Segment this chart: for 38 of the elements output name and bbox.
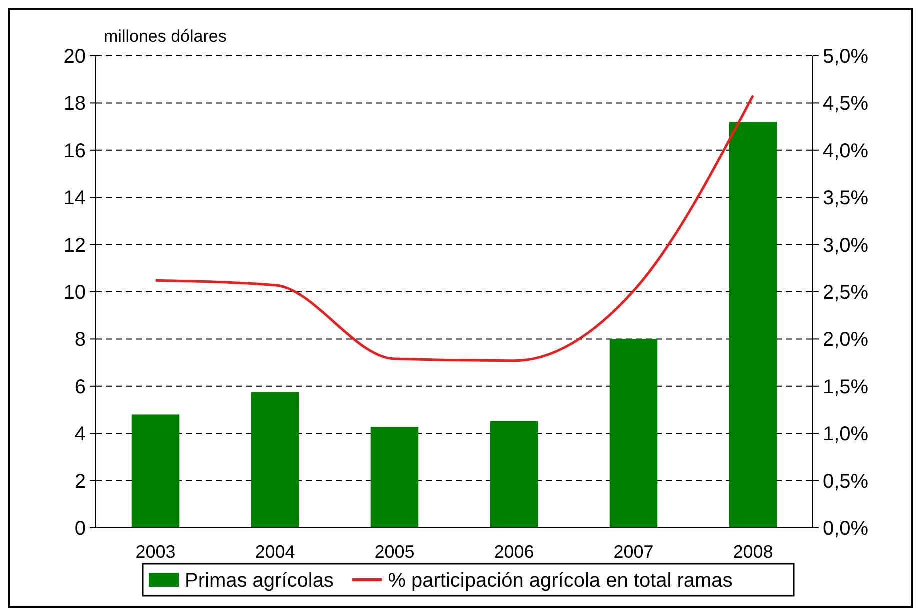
- bar: [729, 122, 778, 528]
- y2-tick-label: 2,0%: [823, 329, 869, 352]
- y-tick-label: 4: [74, 424, 86, 446]
- y-tick-label: 8: [74, 329, 86, 352]
- y2-tick-label: 2,5%: [823, 282, 869, 304]
- x-tick-label: 2008: [733, 542, 774, 562]
- y2-tick-label: 4,5%: [823, 93, 869, 116]
- bar: [370, 427, 419, 528]
- line-series: [154, 94, 754, 362]
- y2-tick-label: 1,5%: [823, 376, 869, 398]
- x-tick-label: 2005: [374, 542, 415, 562]
- x-tick-label: 2006: [494, 542, 534, 562]
- y-tick-label: 2: [74, 470, 86, 493]
- y-tick-label: 16: [64, 140, 86, 162]
- legend-label: % participación agrícola en total ramas: [388, 570, 733, 592]
- y2-tick-label: 0,5%: [823, 470, 869, 493]
- legend-label: Primas agrícolas: [185, 570, 334, 592]
- bar: [490, 421, 538, 528]
- y2-tick-label: 3,0%: [823, 234, 869, 257]
- x-tick-label: 2004: [255, 542, 296, 562]
- y2-tick-label: 3,5%: [823, 188, 869, 210]
- y2-tick-label: 5,0%: [823, 46, 869, 68]
- bar: [610, 339, 658, 528]
- bar: [132, 414, 180, 528]
- y-axis-title: millones dólares: [104, 27, 227, 46]
- y-tick-label: 10: [64, 282, 86, 304]
- bar: [251, 392, 300, 528]
- y-tick-label: 14: [64, 188, 86, 210]
- y-tick-label: 20: [64, 46, 86, 68]
- y-tick-label: 12: [64, 234, 86, 257]
- x-tick-label: 2003: [136, 542, 176, 562]
- y2-tick-label: 0,0%: [823, 518, 869, 540]
- y-tick-label: 6: [74, 376, 86, 398]
- x-tick-label: 2007: [614, 542, 654, 562]
- y-tick-label: 18: [64, 93, 86, 116]
- y2-tick-label: 1,0%: [823, 424, 869, 446]
- y-tick-label: 0: [74, 518, 86, 540]
- y2-tick-label: 4,0%: [823, 140, 869, 162]
